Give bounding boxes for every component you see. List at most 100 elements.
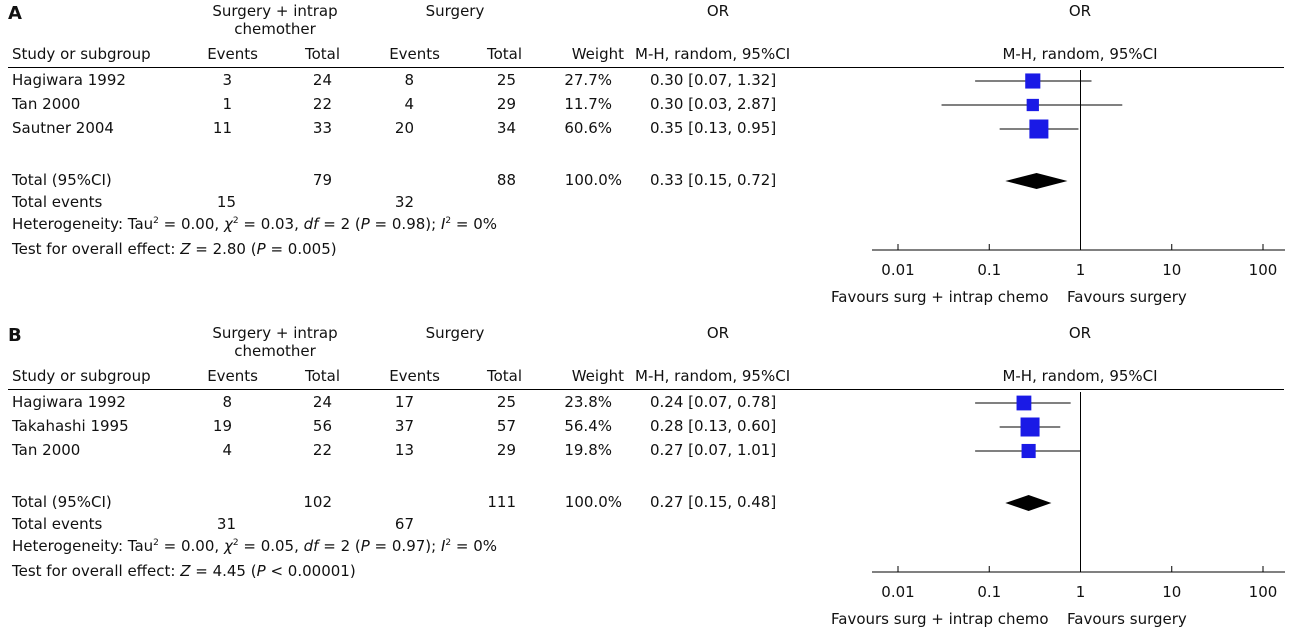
total-group2: 25 — [496, 71, 516, 89]
total-or-ci: 0.33 [0.15, 0.72] — [650, 171, 777, 189]
study-marker — [1020, 417, 1040, 437]
overall-effect-test: Test for overall effect: Z = 4.45 (P < 0… — [12, 562, 356, 580]
col-header-events2: Events — [389, 45, 440, 63]
x-axis-tick-label: 100 — [1249, 261, 1278, 279]
total-group1: 22 — [312, 95, 332, 113]
events-group1: 8 — [222, 393, 232, 411]
i2-value: 0% — [473, 215, 498, 233]
chi2-value: 0.05 — [260, 537, 295, 555]
tau2-value: 0.00 — [181, 537, 215, 555]
total-group1: 102 — [303, 493, 332, 511]
favours-left-label: Favours surg + intrap chemo — [831, 288, 1049, 306]
study-marker — [1026, 98, 1039, 112]
events-group2: 37 — [394, 417, 414, 435]
x-axis-tick-label: 0.1 — [977, 583, 1001, 601]
total-label: Total (95%CI) — [12, 493, 112, 511]
total-group1: 24 — [312, 393, 332, 411]
events-group2: 17 — [394, 393, 414, 411]
weight-value: 56.4% — [564, 417, 612, 435]
events-label: Total events — [12, 193, 103, 211]
x-axis-tick-label: 10 — [1162, 583, 1181, 601]
total-group2: 29 — [496, 441, 516, 459]
x-axis-tick-label: 1 — [1076, 261, 1086, 279]
col-header-events1: Events — [207, 45, 258, 63]
study-marker — [1021, 443, 1036, 459]
overall-p-value: 0.00001 — [287, 562, 350, 580]
study-name: Tan 2000 — [12, 95, 81, 113]
or-column-header: OR — [706, 324, 730, 342]
study-marker — [1016, 395, 1032, 411]
header-rule — [8, 389, 1284, 390]
total-group1: 24 — [312, 71, 332, 89]
p-operator: = — [270, 240, 284, 258]
weight-value: 11.7% — [564, 95, 612, 113]
total-group2: 25 — [496, 393, 516, 411]
events-group1: 3 — [222, 71, 232, 89]
total-group1: 79 — [312, 171, 332, 189]
col-header-study: Study or subgroup — [12, 367, 151, 385]
heterogeneity-prefix: Heterogeneity: Tau — [12, 537, 154, 555]
events-label: Total events — [12, 515, 103, 533]
total-events-group1: 15 — [216, 193, 236, 211]
x-axis-tick-label: 0.1 — [977, 261, 1001, 279]
heterogeneity-p-value: 0.97 — [391, 537, 426, 555]
study-name: Hagiwara 1992 — [12, 393, 126, 411]
p-operator: < — [270, 562, 284, 580]
forest-plot-area: 0.01 0.1 1 10 100 — [872, 70, 1285, 279]
header-rule — [8, 67, 1284, 68]
group2-header: Surgery — [425, 324, 485, 342]
col-header-weight: Weight — [571, 45, 624, 63]
heterogeneity-statistic: Heterogeneity: Tau2 = 0.00, χ2 = 0.03, d… — [12, 215, 498, 233]
chi2-value: 0.03 — [260, 215, 295, 233]
pooled-diamond — [1005, 495, 1052, 511]
panel-letter: A — [8, 3, 22, 24]
x-axis-tick-label: 0.01 — [881, 261, 914, 279]
study-name: Takahashi 1995 — [12, 417, 129, 435]
overall-p-value: 0.005 — [287, 240, 331, 258]
or-ci-value: 0.35 [0.13, 0.95] — [650, 119, 777, 137]
favours-right-label: Favours surgery — [1067, 288, 1187, 306]
or-column-header: OR — [706, 2, 730, 20]
tau2-value: 0.00 — [181, 215, 215, 233]
events-group2: 4 — [404, 95, 414, 113]
events-group1: 11 — [212, 119, 232, 137]
total-label: Total (95%CI) — [12, 171, 112, 189]
x-axis-tick-label: 0.01 — [881, 583, 914, 601]
overall-effect-prefix: Test for overall effect: — [12, 240, 181, 258]
x-axis-tick-label: 10 — [1162, 261, 1181, 279]
overall-effect-test: Test for overall effect: Z = 2.80 (P = 0… — [12, 240, 337, 258]
forest-panel-a: A Surgery + intrap chemother Surgery OR OR Stu… — [0, 0, 1290, 320]
events-group1: 1 — [222, 95, 232, 113]
col-header-method: M-H, random, 95%CI — [635, 367, 791, 385]
favours-left-label: Favours surg + intrap chemo — [831, 610, 1049, 628]
or-plot-header: OR — [1068, 2, 1092, 20]
col-header-plot-method: M-H, random, 95%CI — [1002, 367, 1158, 385]
or-plot-header: OR — [1068, 324, 1092, 342]
overall-effect-prefix: Test for overall effect: — [12, 562, 181, 580]
events-group2: 20 — [394, 119, 414, 137]
forest-panel-b: B Surgery + intrap chemother Surgery OR OR Stu… — [0, 322, 1290, 642]
df-value: 2 — [340, 537, 351, 555]
events-group2: 13 — [394, 441, 414, 459]
weight-value: 60.6% — [564, 119, 612, 137]
col-header-total2: Total — [486, 367, 522, 385]
total-group1: 22 — [312, 441, 332, 459]
or-ci-value: 0.24 [0.07, 0.78] — [650, 393, 777, 411]
group2-header: Surgery — [425, 2, 485, 20]
total-events-group1: 31 — [216, 515, 236, 533]
or-ci-value: 0.30 [0.07, 1.32] — [650, 71, 777, 89]
forest-plot-area: 0.01 0.1 1 10 100 — [872, 392, 1285, 601]
col-header-total1: Total — [304, 367, 340, 385]
heterogeneity-p-value: 0.98 — [391, 215, 426, 233]
heterogeneity-statistic: Heterogeneity: Tau2 = 0.00, χ2 = 0.05, d… — [12, 537, 498, 555]
total-weight: 100.0% — [564, 493, 622, 511]
total-group1: 56 — [312, 417, 332, 435]
total-group1: 33 — [312, 119, 332, 137]
study-marker — [1025, 73, 1041, 89]
col-header-events1: Events — [207, 367, 258, 385]
total-events-group2: 67 — [394, 515, 414, 533]
or-ci-value: 0.27 [0.07, 1.01] — [650, 441, 777, 459]
study-marker — [1029, 119, 1049, 139]
total-group2: 111 — [487, 493, 516, 511]
study-name: Sautner 2004 — [12, 119, 114, 137]
